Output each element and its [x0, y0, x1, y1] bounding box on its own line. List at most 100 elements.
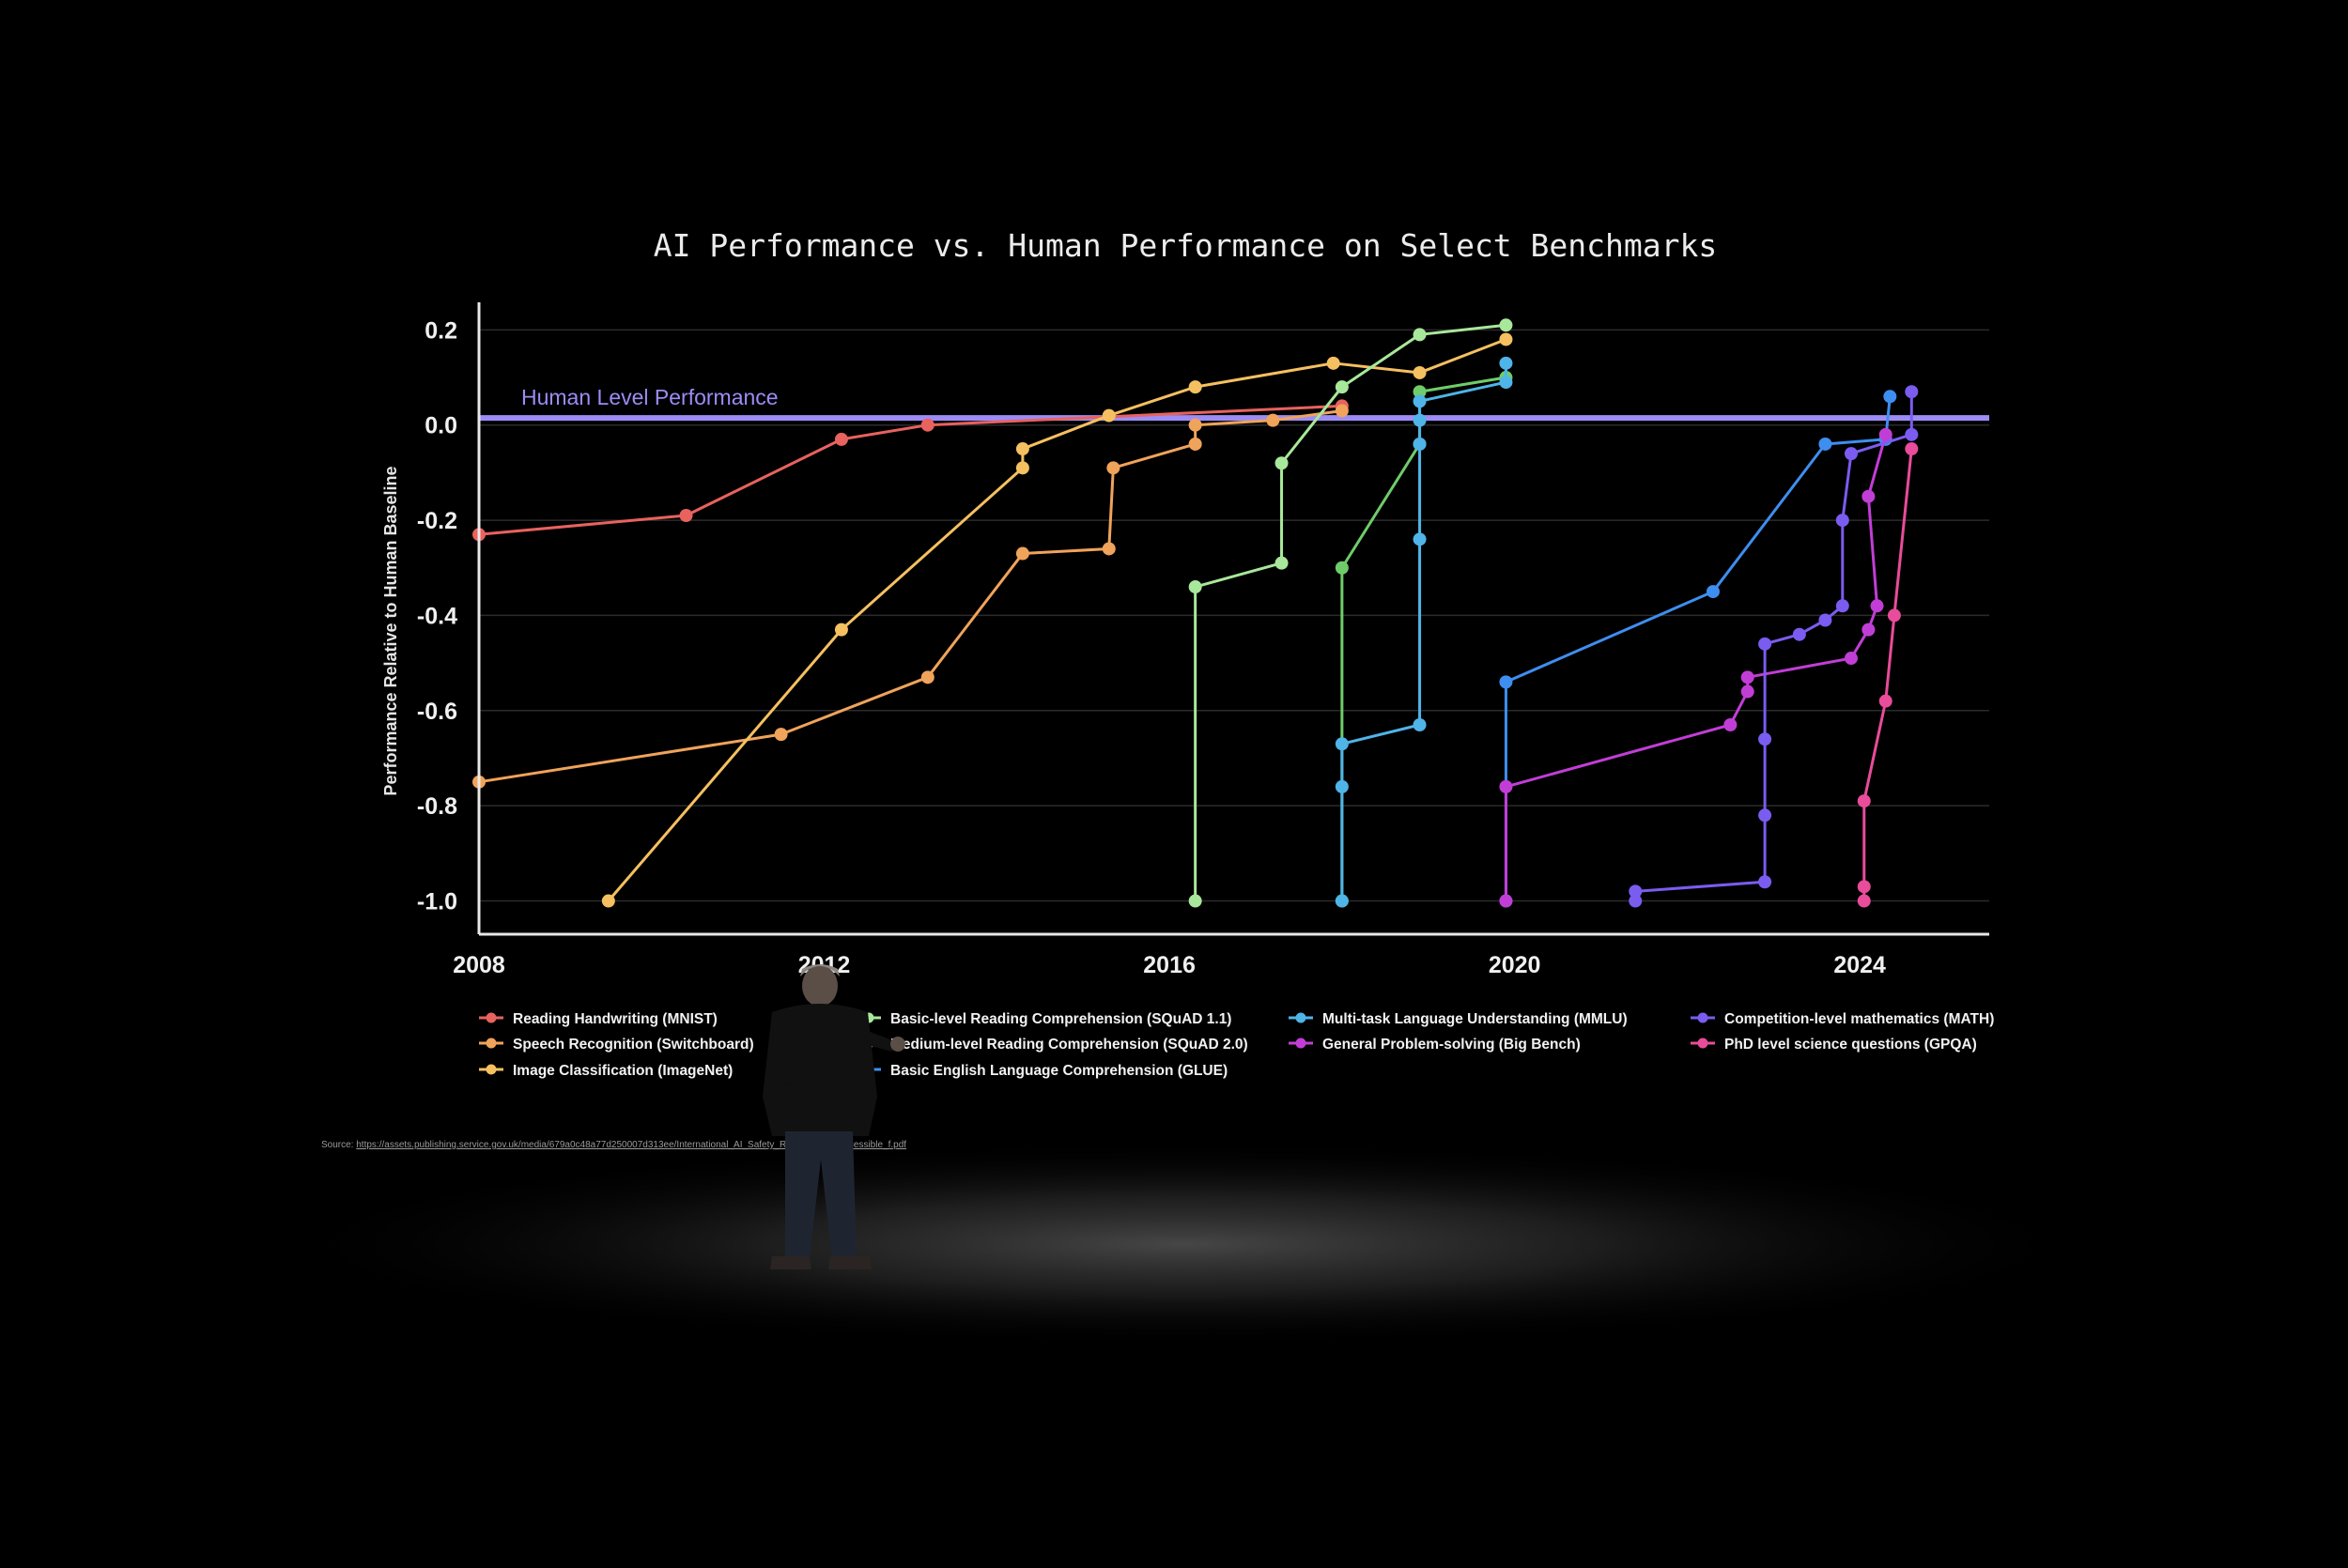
legend-label: Basic English Language Comprehension (GL…: [890, 1063, 1228, 1079]
data-point: [1413, 437, 1427, 451]
data-point: [1106, 461, 1120, 475]
series-speech-recognition-switchboard: [472, 404, 1349, 789]
y-tick-label: 0.2: [425, 317, 457, 344]
data-point: [1335, 894, 1349, 908]
data-point: [1188, 380, 1202, 394]
legend-label: Basic-level Reading Comprehension (SQuAD…: [890, 1011, 1231, 1027]
data-point: [601, 894, 615, 908]
data-point: [1335, 737, 1349, 751]
source-note: Source: https://assets.publishing.servic…: [321, 1140, 906, 1150]
legend-label: PhD level science questions (GPQA): [1724, 1037, 1977, 1053]
data-point: [1335, 779, 1349, 793]
legend-swatch-dot: [1697, 1012, 1708, 1023]
data-point: [1818, 613, 1832, 627]
legend-item: Medium-level Reading Comprehension (SQuA…: [857, 1037, 1248, 1053]
legend-item: Speech Recognition (Switchboard): [479, 1037, 754, 1053]
data-point: [1015, 546, 1029, 561]
data-point: [1740, 684, 1754, 699]
data-point: [1499, 332, 1513, 346]
data-point: [1413, 532, 1427, 546]
data-point: [1792, 627, 1806, 641]
data-point: [774, 728, 788, 742]
series-line: [1340, 362, 1507, 901]
legend-swatch-dot: [1295, 1038, 1306, 1049]
legend-label: Reading Handwriting (MNIST): [513, 1011, 718, 1027]
y-tick-label: -0.8: [417, 793, 457, 820]
series-line: [1504, 434, 1888, 901]
data-point: [1499, 376, 1513, 390]
y-tick-label: -0.2: [417, 508, 457, 534]
y-tick-label: -0.6: [417, 699, 457, 725]
y-axis-label: Performance Relative to Human Baseline: [381, 466, 400, 795]
source-prefix: Source:: [321, 1140, 356, 1150]
y-tick-label: -1.0: [417, 889, 457, 915]
data-point: [920, 418, 935, 432]
data-point: [1335, 380, 1349, 394]
chart-title: AI Performance vs. Human Performance on …: [654, 227, 1717, 264]
legend-item: Competition-level mathematics (MATH): [1691, 1011, 1994, 1027]
data-point: [1835, 514, 1849, 528]
axes: 0.20.0-0.2-0.4-0.6-0.8-1.020082012201620…: [417, 302, 1989, 978]
presenter: [763, 964, 905, 1269]
data-point: [920, 670, 935, 684]
series-group: [472, 318, 1919, 908]
series-competition-level-mathematics-math: [1629, 385, 1919, 908]
data-point: [834, 623, 848, 637]
data-point: [1335, 561, 1349, 575]
data-point: [1499, 318, 1513, 332]
data-point: [1629, 884, 1643, 899]
data-point: [1274, 556, 1289, 570]
data-point: [1883, 390, 1897, 404]
data-point: [1413, 328, 1427, 342]
legend-item: General Problem-solving (Big Bench): [1289, 1037, 1581, 1053]
legend: Reading Handwriting (MNIST) Speech Recogn…: [479, 1011, 1994, 1079]
stage-spotlight: [263, 1141, 2104, 1347]
legend-swatch-dot: [486, 1012, 497, 1023]
source-link[interactable]: https://assets.publishing.service.gov.uk…: [356, 1140, 906, 1150]
data-point: [1818, 437, 1832, 451]
legend-swatch-dot: [486, 1038, 497, 1049]
series-basic-level-reading-comprehension-squad-1-1: [1188, 318, 1513, 908]
series-phd-level-science-questions-gpqa: [1857, 442, 1919, 908]
data-point: [1844, 652, 1858, 666]
legend-label: Multi-task Language Understanding (MMLU): [1322, 1011, 1628, 1027]
legend-swatch-dot: [486, 1064, 497, 1075]
data-point: [1835, 599, 1849, 613]
series-image-classification-imagenet: [601, 332, 1513, 908]
data-point: [1326, 356, 1340, 370]
legend-item: Multi-task Language Understanding (MMLU): [1289, 1011, 1628, 1027]
data-point: [1188, 580, 1202, 594]
legend-swatch-dot: [1295, 1012, 1306, 1023]
data-point: [1758, 875, 1772, 889]
data-point: [1188, 894, 1202, 908]
x-tick-label: 2020: [1489, 952, 1541, 978]
data-point: [1499, 894, 1513, 908]
legend-item: Image Classification (ImageNet): [479, 1063, 733, 1079]
data-point: [1861, 489, 1876, 503]
data-point: [1102, 408, 1116, 423]
data-point: [1905, 442, 1919, 456]
data-point: [1413, 394, 1427, 408]
series-multi-task-language-understanding-mmlu: [1335, 356, 1513, 908]
human-baseline-label: Human Level Performance: [521, 385, 779, 409]
legend-label: Medium-level Reading Comprehension (SQuA…: [890, 1037, 1248, 1053]
legend-swatch-dot: [1697, 1038, 1708, 1049]
data-point: [1870, 599, 1884, 613]
x-tick-label: 2008: [453, 952, 505, 978]
legend-item: Basic English Language Comprehension (GL…: [857, 1063, 1228, 1079]
data-point: [1861, 623, 1876, 637]
data-point: [1266, 413, 1280, 427]
data-point: [1878, 427, 1892, 441]
data-point: [1878, 694, 1892, 708]
legend-label: Competition-level mathematics (MATH): [1724, 1011, 1994, 1027]
legend-item: Basic-level Reading Comprehension (SQuAD…: [857, 1011, 1231, 1027]
data-point: [1758, 808, 1772, 822]
x-tick-label: 2016: [1143, 952, 1196, 978]
data-point: [679, 509, 693, 522]
data-point: [1905, 385, 1919, 399]
data-point: [1706, 585, 1720, 599]
x-tick-label: 2024: [1833, 952, 1886, 978]
data-point: [1335, 404, 1349, 418]
chart: AI Performance vs. Human Performance on …: [321, 227, 1994, 1150]
